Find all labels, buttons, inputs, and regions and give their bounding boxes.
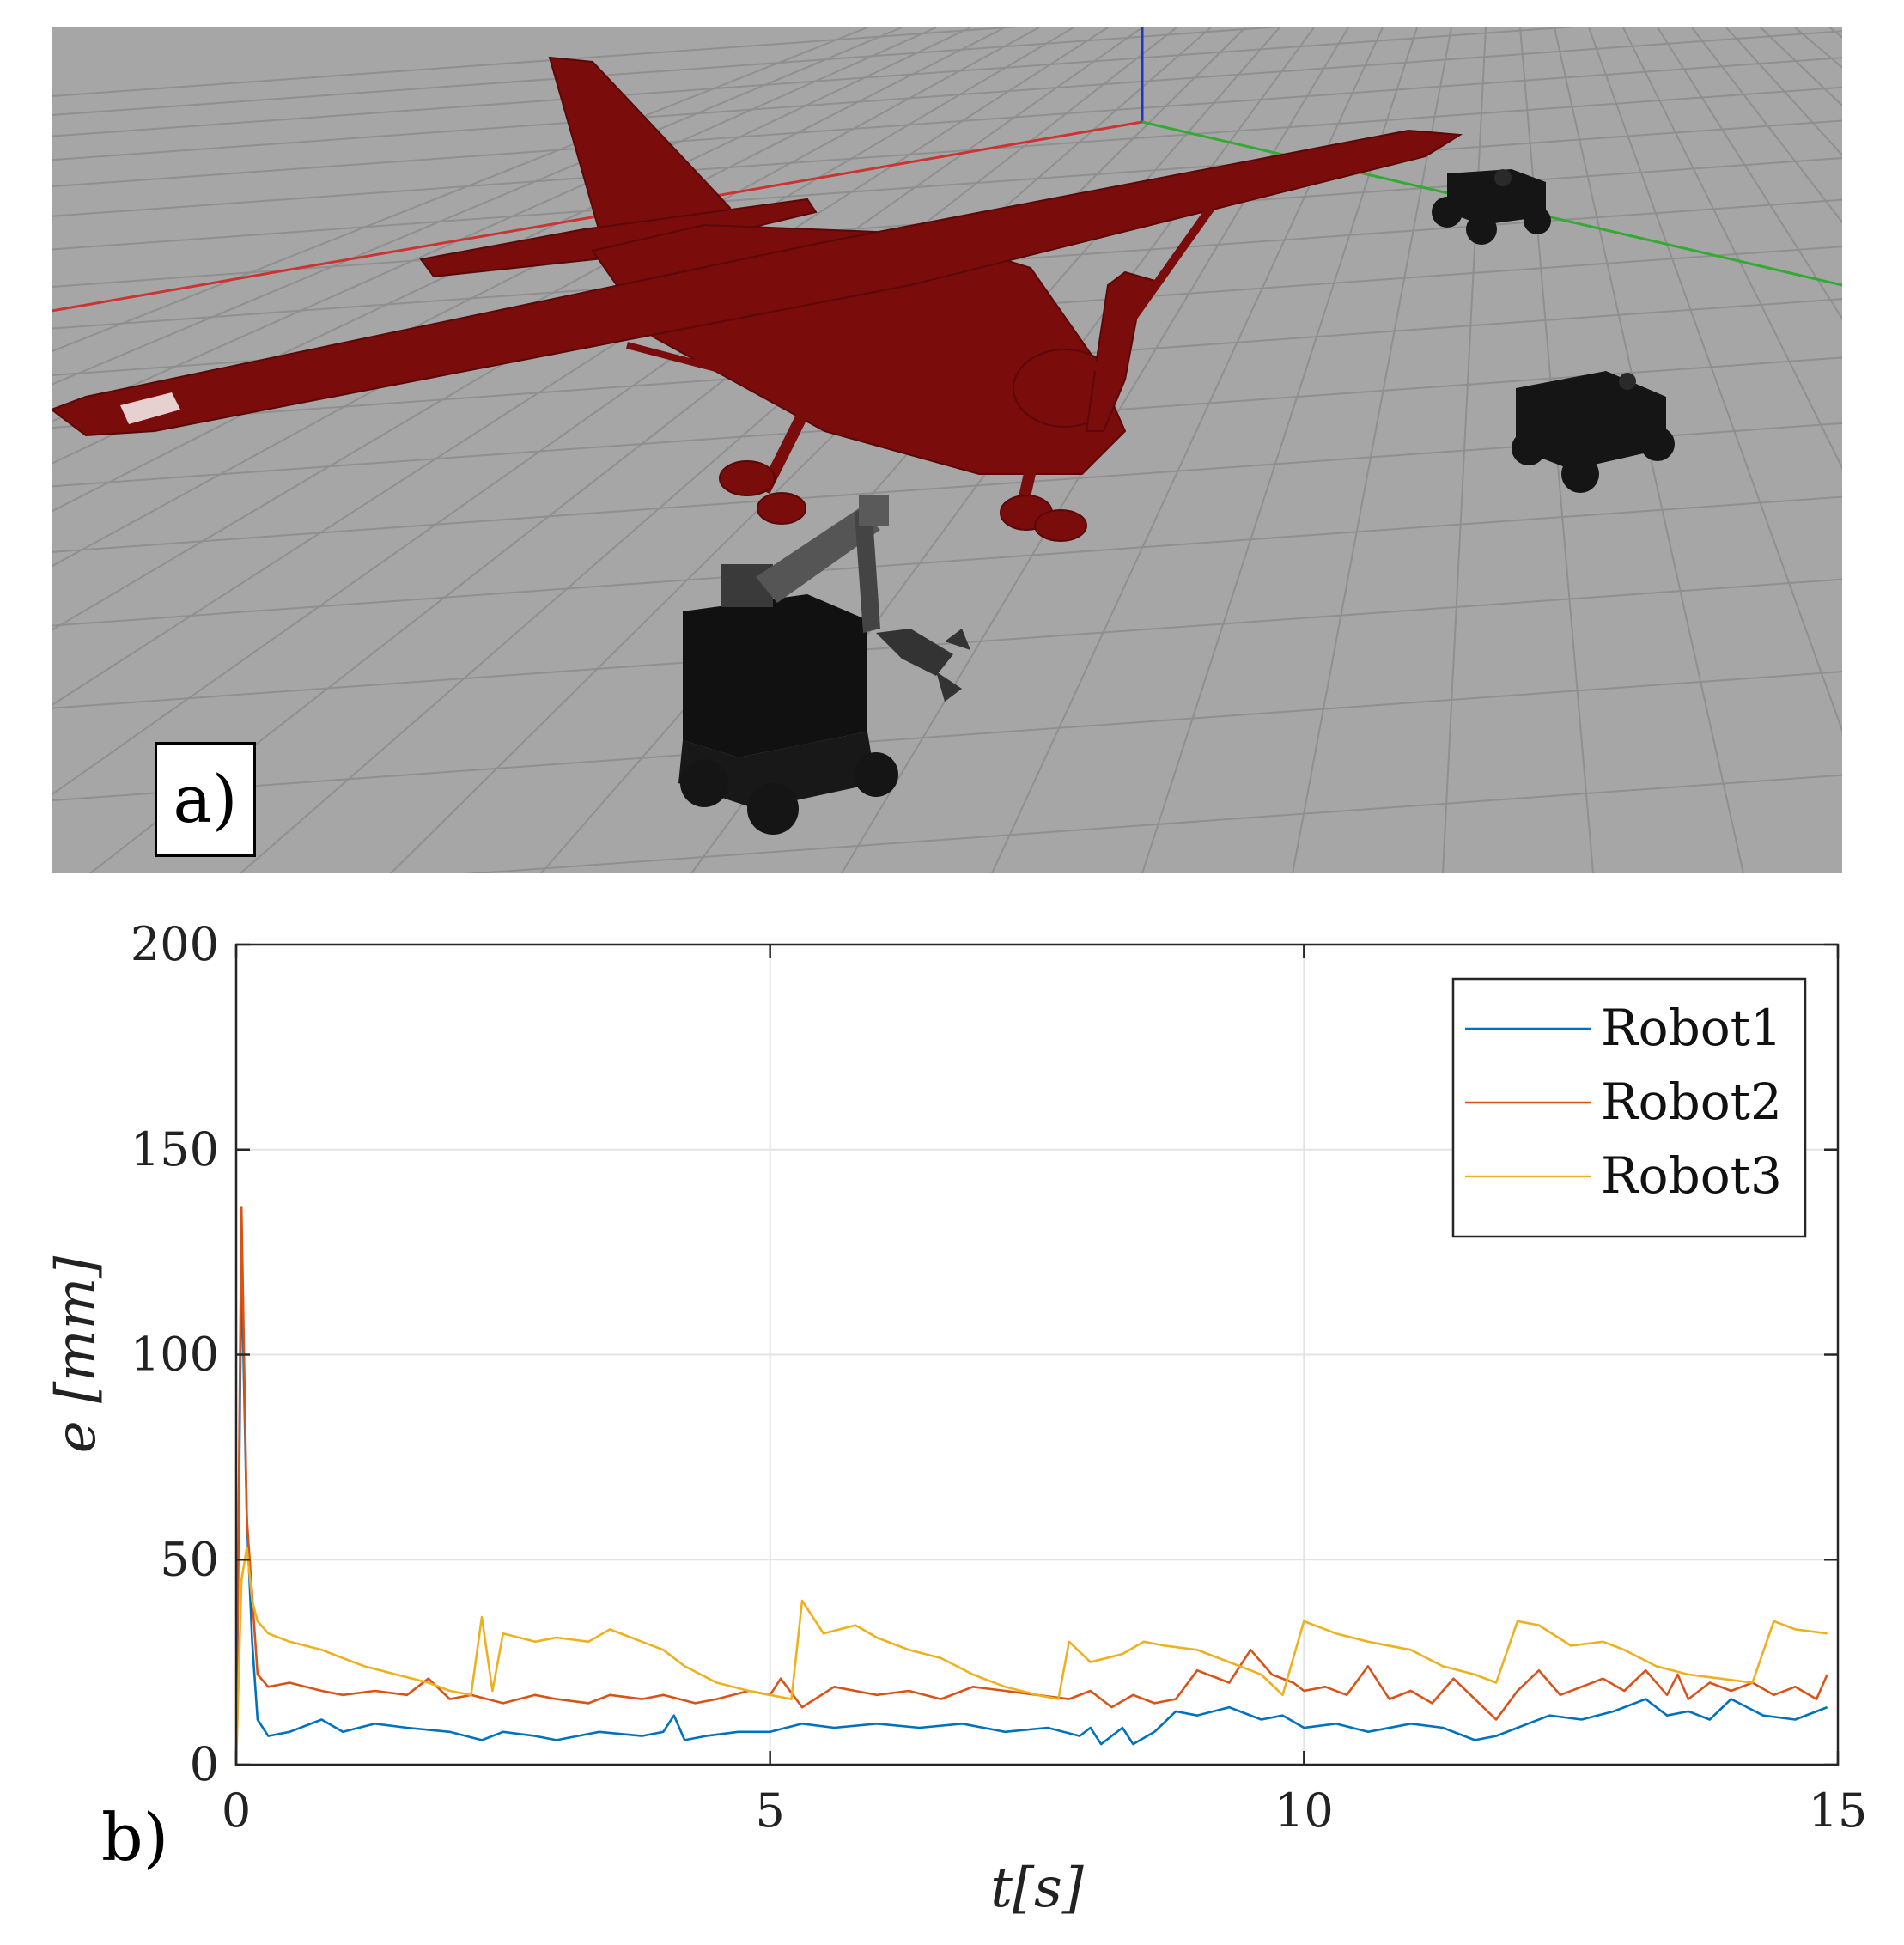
legend-box: [1451, 977, 1807, 1238]
airplane-wing: [49, 129, 1463, 437]
airplane-strut-left: [625, 342, 826, 400]
x-tick-label: 5: [755, 1784, 784, 1838]
series-layer: [234, 1206, 1828, 1766]
y-tick-label: 0: [190, 1737, 219, 1791]
y-tick-label: 50: [160, 1532, 219, 1586]
panel-b-label: b): [101, 1799, 169, 1875]
series-line-robot3: [234, 1546, 1828, 1766]
legend-label: Robot2: [1601, 1073, 1782, 1131]
wheel-left-b: [757, 492, 806, 525]
error-chart: 0 5 10 15 0 50 100 150 200 t[s] e [mm] Robot1 Rob…: [0, 910, 1904, 1942]
x-axis-label: t[s]: [990, 1857, 1085, 1920]
y-tick-label: 200: [131, 917, 219, 971]
robot-mobile-2: [1512, 371, 1675, 493]
y-tick-label: 100: [131, 1328, 219, 1382]
airplane-model: [49, 56, 1463, 542]
wheel-front-b: [1034, 509, 1087, 542]
y-axis-label: e [mm]: [45, 1255, 108, 1454]
wingtip-stripe: [120, 392, 180, 424]
simulation-scene: a): [0, 0, 1904, 905]
series-line-robot2: [234, 1206, 1828, 1766]
x-tick-label: 10: [1274, 1784, 1334, 1838]
chart-legend: Robot1 Robot2 Robot3: [1451, 977, 1807, 1238]
legend-label: Robot1: [1601, 999, 1782, 1057]
legend-label: Robot3: [1601, 1146, 1782, 1205]
airplane-tail-wing: [419, 198, 818, 278]
series-line-robot1: [234, 1263, 1828, 1766]
x-tick-label: 0: [222, 1784, 251, 1838]
robot-mobile-1: [1432, 169, 1551, 245]
y-tick-label: 150: [131, 1122, 219, 1176]
airplane-strut-right: [1091, 205, 1215, 374]
robot-manipulator: [678, 495, 970, 835]
scene-graphic: [0, 0, 1904, 905]
airplane-propeller: [1085, 270, 1157, 432]
x-tick-label: 15: [1809, 1784, 1868, 1838]
wheel-left: [719, 460, 776, 496]
panel-a-label: a): [155, 742, 256, 857]
